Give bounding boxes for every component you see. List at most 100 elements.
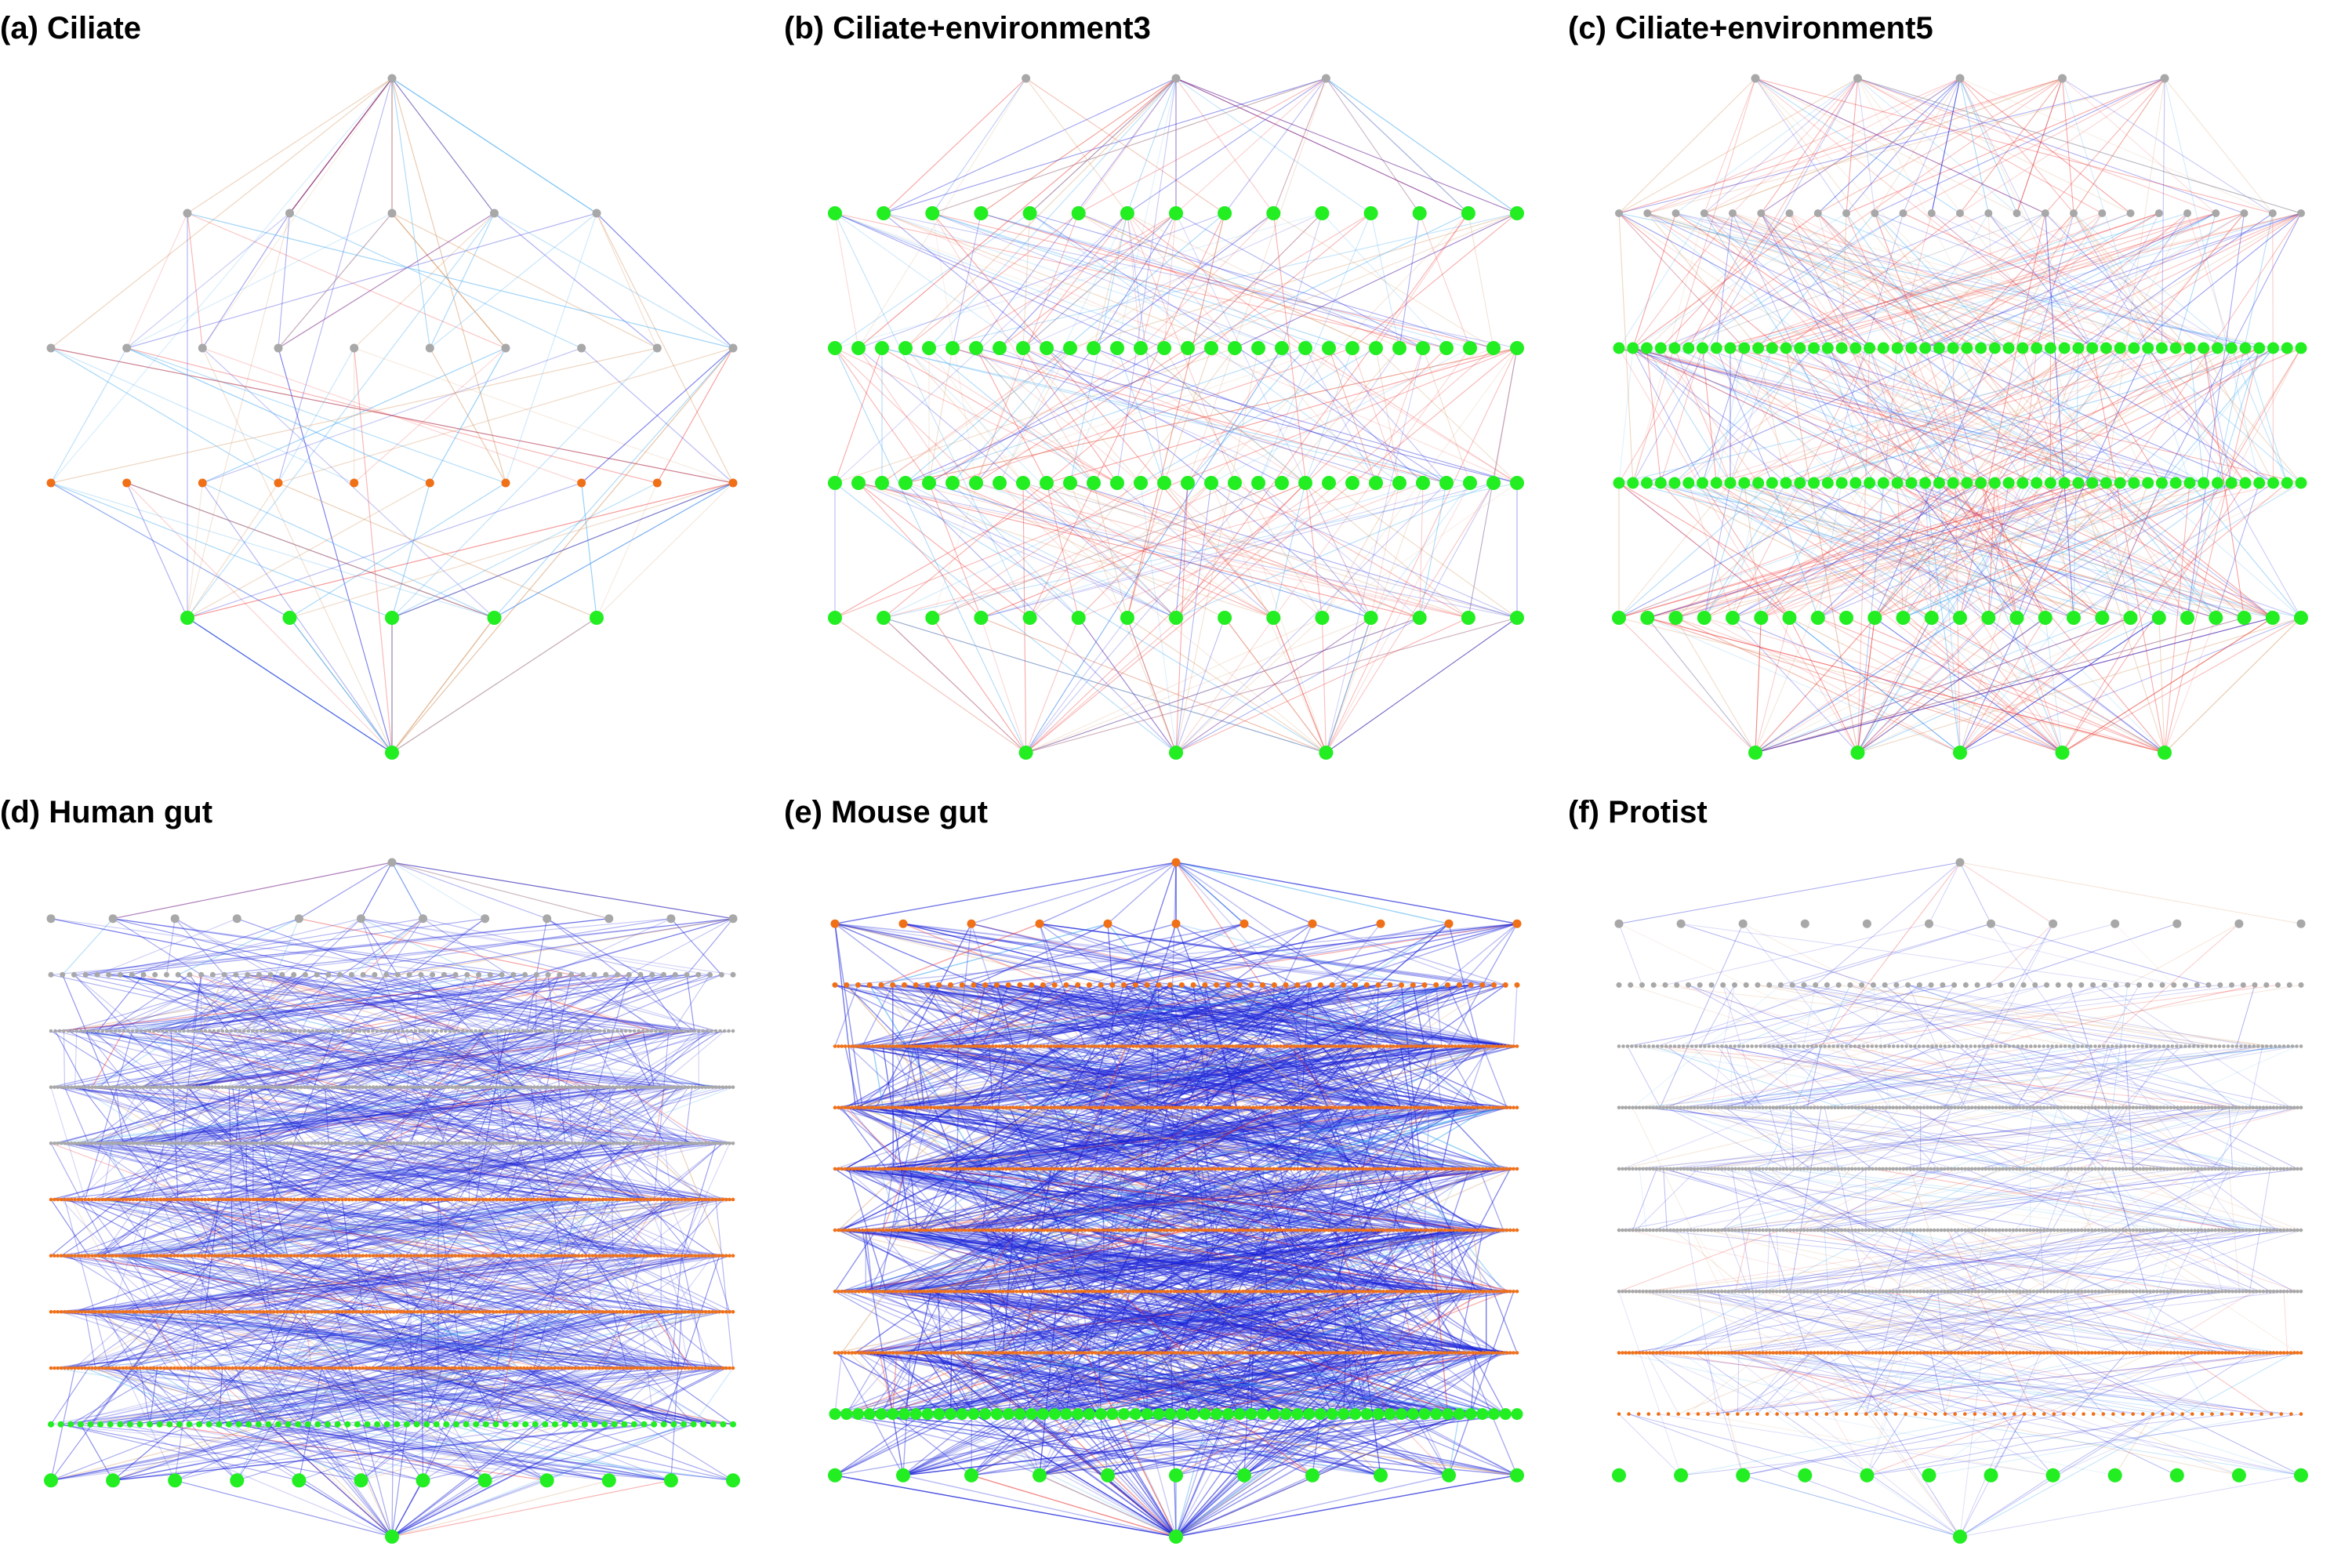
network-node	[140, 971, 147, 978]
network-edge	[952, 482, 1274, 619]
network-edge	[1896, 482, 2074, 619]
network-node	[495, 1142, 499, 1145]
network-edge	[475, 1030, 506, 1200]
network-edge	[136, 1087, 692, 1144]
network-edge	[387, 1367, 517, 1425]
network-edge	[50, 1424, 387, 1481]
network-edge	[98, 1142, 141, 1200]
network-edge	[345, 1142, 713, 1200]
network-edge	[112, 1087, 597, 1144]
network-edge	[932, 212, 1353, 349]
network-edge	[126, 212, 597, 349]
network-edge	[1704, 212, 1828, 349]
network-edge	[834, 923, 1127, 1047]
network-node	[354, 1029, 358, 1033]
network-edge	[304, 1367, 427, 1425]
network-edge	[1701, 347, 1717, 484]
network-node	[1204, 341, 1218, 355]
network-node	[73, 1197, 77, 1202]
network-edge	[408, 918, 485, 975]
network-node	[720, 1142, 725, 1145]
network-edge	[1755, 347, 1926, 753]
network-node	[2098, 209, 2107, 217]
network-edge	[1827, 347, 2165, 753]
network-node	[1668, 477, 1681, 489]
network-node	[53, 1197, 56, 1202]
network-node	[275, 1142, 279, 1145]
network-edge	[1175, 78, 1518, 214]
network-edge	[369, 1087, 682, 1144]
network-edge	[1817, 212, 1954, 349]
network-edge	[2101, 482, 2162, 619]
network-node	[543, 914, 552, 924]
network-edge	[535, 974, 699, 1032]
network-edge	[391, 347, 734, 753]
network-edge	[359, 1311, 408, 1369]
network-node	[169, 1197, 173, 1202]
network-edge	[403, 1255, 418, 1425]
network-node	[590, 1085, 595, 1089]
network-edge	[177, 1087, 367, 1144]
network-node	[433, 1197, 437, 1202]
network-edge	[1730, 347, 2037, 484]
network-edge	[834, 212, 1165, 349]
network-edge	[1175, 923, 1298, 986]
network-edge	[883, 617, 1327, 753]
network-edge	[1272, 78, 1327, 214]
network-edge	[1618, 482, 1790, 619]
network-edge	[1419, 482, 1447, 619]
network-edge	[196, 1030, 655, 1088]
network-node	[147, 1029, 152, 1033]
network-edge	[996, 984, 1309, 1047]
network-edge	[201, 1255, 281, 1312]
network-edge	[1326, 78, 1518, 214]
network-edge	[54, 1367, 417, 1425]
network-edge	[278, 212, 393, 349]
network-edge	[530, 1087, 679, 1257]
network-edge	[2215, 482, 2260, 619]
network-node	[436, 1142, 441, 1145]
network-node	[292, 1085, 296, 1089]
network-edge	[1874, 482, 1982, 619]
network-edge	[1730, 482, 1961, 619]
network-node	[93, 1254, 98, 1258]
network-edge	[390, 974, 699, 1032]
network-edge	[941, 984, 1472, 1047]
network-node	[505, 1197, 509, 1202]
network-edge	[300, 1142, 408, 1200]
network-node	[546, 1029, 550, 1033]
network-node	[419, 1142, 423, 1145]
network-edge	[622, 1087, 710, 1144]
network-edge	[547, 1367, 674, 1425]
network-edge	[1078, 78, 1327, 214]
network-edge	[263, 1312, 289, 1369]
network-node	[333, 1197, 338, 1202]
network-edge	[527, 1367, 595, 1425]
network-node	[350, 1254, 355, 1258]
network-edge	[834, 923, 1275, 986]
network-edge	[260, 1142, 720, 1312]
network-edge	[950, 923, 1177, 986]
network-edge	[2119, 212, 2302, 484]
network-node	[525, 1029, 529, 1033]
network-edge	[1959, 617, 2160, 753]
network-node	[371, 1142, 376, 1145]
network-node	[642, 1310, 646, 1314]
network-node	[93, 1142, 98, 1145]
network-edge	[1688, 212, 1904, 349]
network-node	[186, 1310, 191, 1314]
network-edge	[67, 1087, 528, 1144]
network-edge	[177, 1199, 325, 1257]
network-edge	[1647, 212, 2009, 349]
network-edge	[174, 1367, 427, 1425]
network-node	[183, 1197, 187, 1202]
network-node	[550, 1197, 554, 1202]
network-edge	[1647, 617, 2165, 753]
network-node	[57, 1029, 62, 1033]
network-edge	[536, 918, 734, 975]
network-edge	[844, 923, 1245, 1109]
network-node	[623, 1029, 628, 1033]
network-edge	[352, 1030, 437, 1088]
network-node	[724, 1366, 728, 1370]
network-node	[347, 1366, 351, 1370]
